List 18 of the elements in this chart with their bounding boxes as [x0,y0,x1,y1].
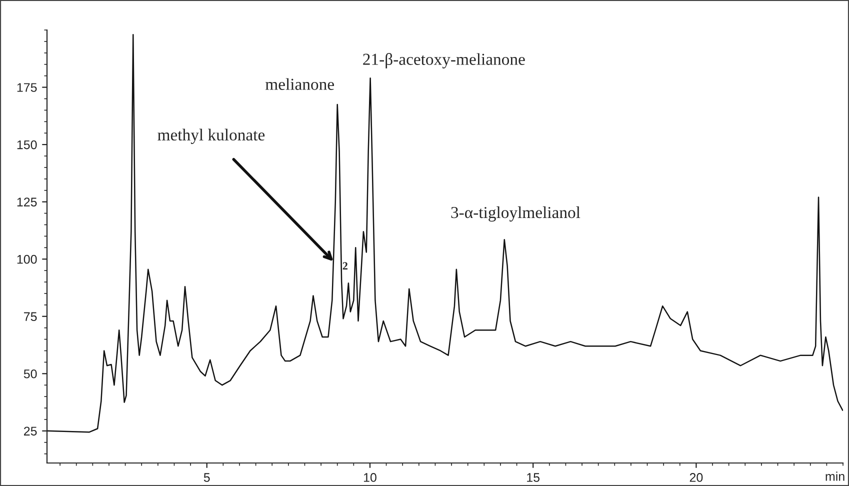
y-tick-label: 75 [24,312,37,322]
line-series [47,34,843,433]
x-tick-label: 15 [527,473,540,482]
annotation: melianone [265,78,334,90]
y-tick-label: 150 [17,140,37,150]
annotation: 21-β-acetoxy-melianone [363,53,525,68]
y-tick-label: 125 [17,198,37,206]
x-axis-title: min [826,472,844,481]
y-tick-label: 100 [17,254,37,264]
x-tick-label: 5 [204,473,210,482]
x-tick-label: 10 [364,473,376,482]
x-tick-label: 20 [690,473,703,482]
annotation: 2 [342,262,348,270]
y-tick-label: 50 [24,369,37,378]
annotation: 3-α-tigloylmelianol [451,206,580,222]
y-tick-label: 175 [17,83,37,92]
annotation: methyl kulonate [158,128,265,144]
y-tick-label: 25 [24,426,37,436]
